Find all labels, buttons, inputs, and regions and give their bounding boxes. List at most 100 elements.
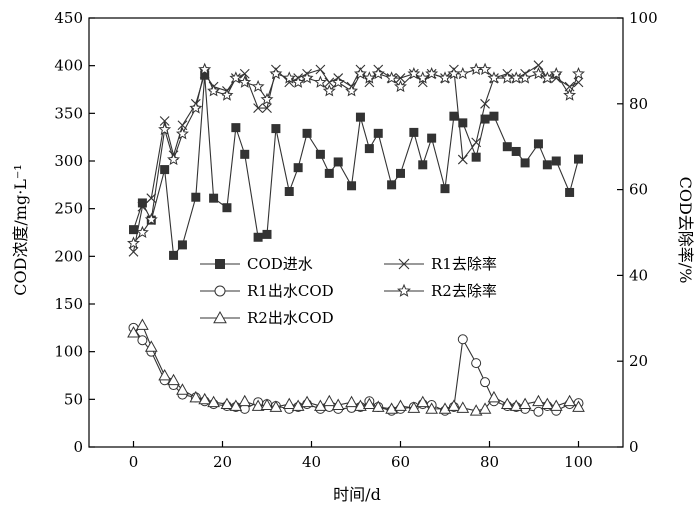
- x-tick-label: 100: [564, 453, 593, 471]
- data-point: [480, 98, 490, 109]
- data-point: [262, 229, 272, 239]
- legend-item: R2出水COD: [200, 309, 334, 327]
- legend-item: R2去除率: [384, 282, 497, 300]
- data-point: [353, 66, 367, 80]
- legend-marker: [214, 285, 226, 297]
- legend-item: R1出水COD: [200, 282, 334, 300]
- data-point: [251, 399, 265, 411]
- series-line: [132, 75, 580, 257]
- legend-marker: [213, 310, 227, 324]
- data-point: [531, 66, 545, 80]
- left-axis-title: COD浓度/mg·L⁻¹: [11, 164, 30, 296]
- data-point: [541, 397, 554, 409]
- data-point: [540, 71, 554, 84]
- data-point: [238, 394, 252, 407]
- data-point: [189, 101, 203, 114]
- right-tick-label: 20: [629, 352, 648, 370]
- legend-marker: [215, 259, 225, 269]
- data-point: [385, 71, 399, 84]
- data-point: [293, 163, 303, 173]
- data-point: [469, 62, 483, 75]
- data-point: [533, 139, 543, 149]
- data-point: [251, 79, 265, 93]
- legend-label: R1出水COD: [247, 282, 334, 300]
- data-point: [129, 225, 138, 235]
- left-tick-label: 50: [64, 390, 83, 408]
- series-line: [132, 64, 579, 252]
- data-point: [471, 358, 482, 369]
- x-tick-label: 40: [302, 453, 321, 471]
- data-point: [487, 71, 501, 84]
- legend-item: R1去除率: [384, 255, 497, 273]
- legend-item: COD进水: [200, 255, 313, 273]
- data-point: [220, 397, 234, 409]
- legend-label: R2去除率: [431, 282, 497, 300]
- data-point: [407, 401, 421, 413]
- data-point: [478, 402, 492, 414]
- data-point: [220, 88, 234, 101]
- data-point: [354, 399, 367, 411]
- left-axis: 0 50 100 150 200 250 300 350 400 450: [54, 9, 95, 456]
- data-point: [144, 340, 158, 352]
- legend-marker: [397, 283, 411, 297]
- data-point: [175, 127, 189, 140]
- data-point: [563, 394, 576, 407]
- legend-label: COD进水: [247, 255, 313, 273]
- right-axis-title: COD去除率/%: [676, 177, 695, 284]
- data-point: [471, 137, 482, 148]
- plot-border: [88, 17, 624, 448]
- data-point: [269, 400, 283, 412]
- data-point: [373, 128, 383, 138]
- data-point: [169, 250, 179, 260]
- right-tick-label: 100: [629, 9, 658, 27]
- data-point: [456, 401, 470, 413]
- data-point: [418, 160, 428, 170]
- x-axis: 0 20 40 60 80 100: [129, 441, 593, 471]
- data-point: [159, 116, 170, 126]
- data-point: [238, 75, 252, 88]
- data-point: [291, 75, 305, 88]
- data-point: [509, 399, 523, 411]
- data-point: [260, 398, 274, 410]
- data-point: [231, 123, 241, 133]
- data-point: [167, 373, 180, 386]
- data-point: [229, 399, 243, 411]
- data-point: [425, 402, 438, 414]
- data-point: [417, 77, 428, 88]
- data-point: [457, 154, 468, 165]
- data-point: [387, 180, 397, 190]
- data-point: [502, 142, 512, 152]
- data-point: [489, 111, 499, 121]
- data-point: [253, 232, 263, 242]
- data-point: [371, 400, 385, 412]
- series-layer: [127, 60, 585, 417]
- data-point: [271, 124, 281, 134]
- data-point: [313, 75, 327, 88]
- left-tick-label: 250: [54, 200, 83, 218]
- legend-label: R2出水COD: [247, 309, 334, 327]
- data-point: [160, 165, 170, 175]
- data-point: [563, 88, 577, 101]
- right-axis: 0 20 40 60 80 100: [617, 9, 658, 456]
- data-point: [282, 71, 296, 84]
- data-point: [533, 406, 544, 417]
- data-point: [302, 128, 312, 138]
- data-point: [300, 71, 314, 84]
- data-point: [520, 158, 530, 168]
- data-point: [127, 236, 140, 249]
- data-point: [447, 399, 461, 411]
- data-point: [207, 395, 220, 408]
- data-point: [394, 399, 407, 411]
- data-point: [314, 399, 327, 411]
- data-point: [478, 62, 492, 75]
- data-point: [284, 187, 294, 197]
- data-point: [315, 64, 326, 75]
- data-point: [322, 394, 336, 407]
- data-point: [331, 398, 345, 410]
- data-point: [191, 192, 201, 202]
- data-point: [364, 77, 375, 88]
- data-point: [500, 71, 514, 84]
- data-point: [427, 133, 437, 143]
- data-point: [136, 318, 149, 330]
